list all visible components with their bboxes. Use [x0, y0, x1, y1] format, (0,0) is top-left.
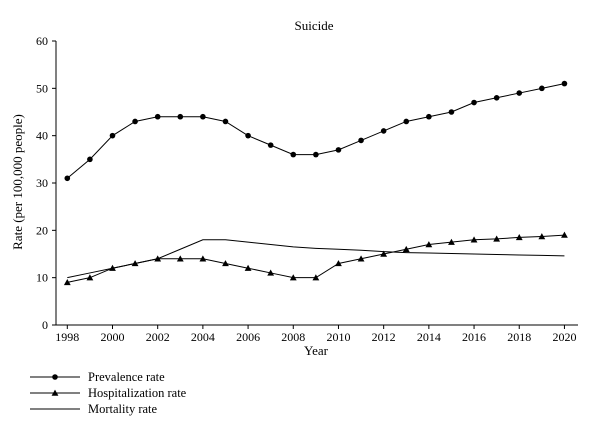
- data-point-circle: [245, 132, 251, 139]
- series-line: [67, 239, 565, 279]
- x-tick-label: 1998: [55, 330, 79, 344]
- series-line: [66, 83, 565, 179]
- y-axis-ticks: 0 10 20 30 40 50 60: [36, 34, 56, 332]
- y-tick-label: 40: [36, 129, 48, 143]
- data-point-triangle: [448, 238, 455, 245]
- data-point-triangle: [425, 241, 433, 248]
- x-axis-ticks: 1998 2000 2002 2004 2006 2008 2010 2012 2014 2016…: [55, 325, 576, 344]
- data-point-circle: [154, 113, 161, 120]
- data-point-circle: [539, 85, 545, 92]
- data-point-triangle: [335, 260, 342, 267]
- data-point-triangle: [176, 255, 184, 262]
- data-point-circle: [471, 99, 477, 106]
- data-point-circle: [313, 151, 319, 158]
- data-point-triangle: [470, 236, 478, 243]
- y-tick-label: 30: [36, 176, 48, 190]
- data-point-circle: [222, 118, 229, 125]
- data-point-circle: [290, 151, 297, 158]
- x-tick-label: 2006: [236, 330, 260, 344]
- series-hospitalization-rate: [63, 231, 568, 286]
- data-point-triangle: [86, 274, 94, 281]
- data-point-triangle: [493, 235, 501, 242]
- data-point-circle: [177, 113, 184, 120]
- legend-label: Prevalence rate: [88, 370, 165, 384]
- y-tick-label: 10: [36, 271, 48, 285]
- data-point-triangle: [267, 269, 275, 276]
- data-point-triangle: [312, 274, 320, 281]
- legend-label: Hospitalization rate: [88, 386, 187, 400]
- x-tick-label: 2008: [281, 330, 305, 344]
- legend-label: Mortality rate: [88, 402, 158, 416]
- y-tick-label: 20: [36, 223, 48, 237]
- data-point-circle: [267, 142, 274, 148]
- data-point-triangle: [561, 231, 568, 238]
- x-tick-label: 2002: [146, 330, 170, 344]
- legend-item: Mortality rate: [30, 402, 158, 416]
- data-point-circle: [403, 118, 410, 125]
- data-point-circle: [132, 118, 138, 125]
- x-tick-label: 2004: [191, 330, 215, 344]
- data-point-circle: [200, 113, 206, 120]
- data-point-triangle: [515, 234, 523, 241]
- data-point-triangle: [357, 255, 365, 262]
- data-point-triangle: [63, 279, 71, 286]
- y-tick-label: 50: [36, 81, 48, 95]
- x-tick-label: 2020: [552, 330, 576, 344]
- data-point-circle: [358, 137, 364, 144]
- data-point-circle: [380, 128, 387, 134]
- y-tick-label: 0: [42, 318, 48, 332]
- data-point-circle: [426, 113, 432, 120]
- data-point-circle: [448, 109, 455, 115]
- x-tick-label: 2014: [417, 330, 441, 344]
- x-tick-label: 2012: [372, 330, 396, 344]
- data-point-circle: [52, 374, 58, 380]
- data-point-triangle: [380, 250, 388, 257]
- data-point-triangle: [222, 260, 229, 267]
- plot-area: [63, 80, 568, 286]
- x-axis-title: Year: [304, 343, 329, 358]
- legend-item: Prevalence rate: [30, 370, 165, 384]
- data-point-circle: [64, 175, 71, 182]
- series-mortality-rate: [67, 239, 565, 279]
- data-point-circle: [493, 95, 500, 101]
- legend: Prevalence rate Hospitalization rate Morta…: [30, 370, 187, 416]
- data-point-triangle: [289, 274, 297, 281]
- x-tick-label: 2016: [462, 330, 486, 344]
- data-point-triangle: [51, 389, 59, 396]
- x-tick-label: 2010: [326, 330, 350, 344]
- data-point-circle: [109, 132, 116, 139]
- data-point-circle: [335, 147, 342, 153]
- data-point-circle: [516, 90, 523, 96]
- legend-item: Hospitalization rate: [30, 386, 187, 400]
- chart-title: Suicide: [295, 18, 334, 33]
- series-prevalence-rate: [64, 80, 568, 182]
- x-tick-label: 2000: [100, 330, 124, 344]
- y-tick-label: 60: [36, 34, 48, 48]
- data-point-triangle: [244, 264, 252, 271]
- data-point-circle: [87, 156, 93, 163]
- x-tick-label: 2018: [507, 330, 531, 344]
- data-point-triangle: [538, 233, 546, 240]
- data-point-triangle: [402, 245, 410, 252]
- data-point-triangle: [199, 255, 207, 262]
- data-point-circle: [561, 80, 568, 87]
- y-axis-title: Rate (per 100,000 people): [10, 114, 25, 250]
